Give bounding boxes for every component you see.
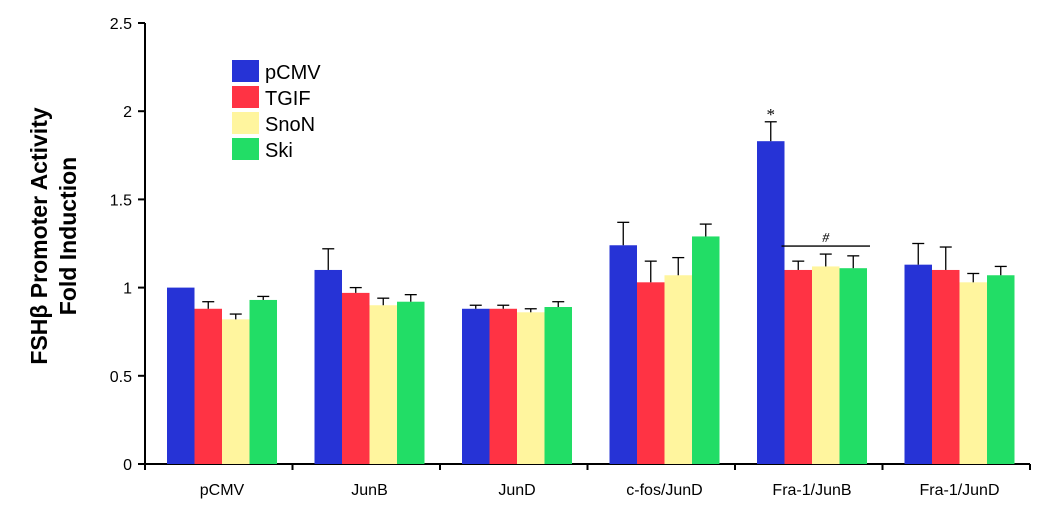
bar — [839, 268, 867, 464]
bar — [517, 312, 545, 464]
bar — [609, 245, 637, 464]
bar — [397, 301, 425, 464]
legend-swatch — [232, 138, 259, 160]
bar — [904, 264, 932, 464]
bar — [757, 141, 785, 465]
y-axis-label-line1: FSHβ Promoter Activity — [26, 107, 52, 364]
legend-swatch — [232, 112, 259, 134]
bar — [637, 282, 665, 464]
legend-label: TGIF — [265, 88, 311, 110]
x-axis-labels: pCMV JunB JunD c-fos/JunD Fra-1/JunB Fra-1/Ju… — [144, 464, 1031, 499]
x-tick-label: Fra-1/JunD — [919, 482, 999, 499]
bar — [664, 275, 692, 464]
y-tick-label: 2 — [123, 104, 132, 121]
x-tick-label: Fra-1/JunB — [772, 482, 851, 499]
bar — [692, 236, 720, 464]
legend-swatch — [232, 60, 259, 82]
x-tick-label: c-fos/JunD — [626, 482, 702, 499]
bar — [812, 266, 840, 464]
bar — [342, 292, 370, 464]
y-axis-label: FSHβ Promoter Activity Fold Induction — [26, 107, 81, 364]
bar — [314, 269, 342, 464]
bars — [167, 141, 1015, 465]
y-axis-label-line2: Fold Induction — [55, 157, 81, 315]
legend-label: SnoN — [265, 114, 315, 136]
y-tick-label: 1.5 — [110, 192, 132, 209]
bar — [369, 305, 397, 464]
y-tick-label: 0 — [123, 457, 132, 474]
y-tick-label: 1 — [123, 281, 132, 298]
bar — [987, 275, 1015, 464]
bar — [784, 269, 812, 464]
legend-label: Ski — [265, 140, 293, 162]
significance-hash: # — [822, 231, 830, 246]
x-tick-label: pCMV — [200, 482, 245, 499]
bar — [959, 282, 987, 464]
annotations: *# — [767, 105, 870, 247]
error-bars — [202, 121, 1007, 320]
bar — [194, 308, 222, 464]
bar — [249, 299, 277, 464]
bar — [167, 287, 195, 464]
x-tick-label: JunB — [351, 482, 387, 499]
legend-label: pCMV — [265, 62, 321, 84]
y-tick-label: 2.5 — [110, 16, 132, 33]
bar — [489, 308, 517, 464]
bar — [222, 319, 250, 464]
bar — [544, 307, 572, 464]
y-axis-ticks: 0 0.5 1 1.5 2 2.5 — [110, 16, 145, 474]
bar — [932, 269, 960, 464]
bar — [462, 308, 490, 464]
significance-asterisk: * — [767, 105, 776, 124]
legend-swatch — [232, 86, 259, 108]
legend: pCMV TGIF SnoN Ski — [232, 60, 321, 162]
y-tick-label: 0.5 — [110, 369, 132, 386]
x-tick-label: JunD — [498, 482, 535, 499]
